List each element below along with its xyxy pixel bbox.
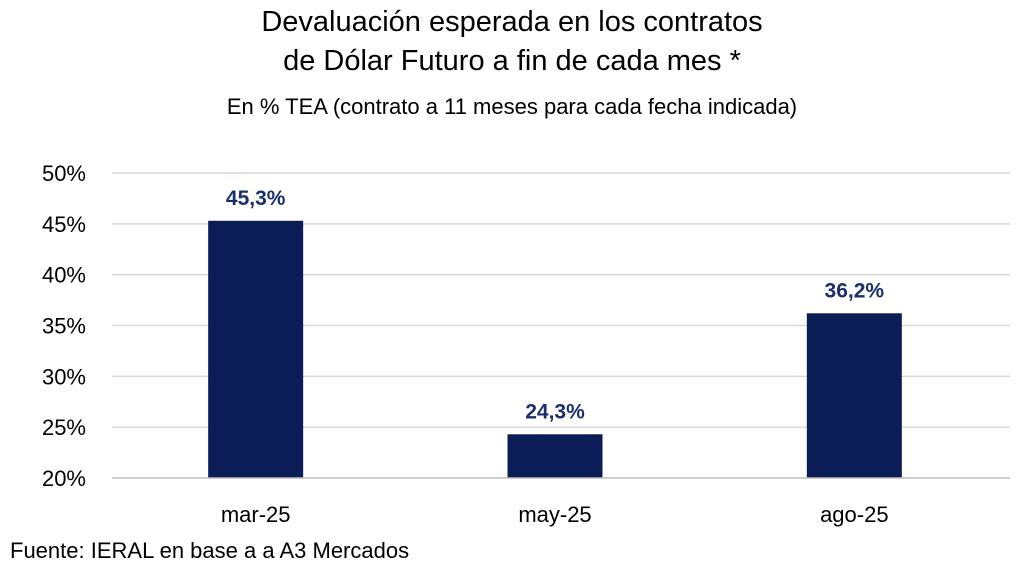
x-tick-label: mar-25 (221, 502, 291, 527)
y-tick-label: 20% (42, 466, 86, 491)
data-label: 45,3% (226, 187, 286, 210)
chart-title-line-2: de Dólar Futuro a fin de cada mes * (283, 45, 741, 77)
bar (208, 220, 304, 479)
source-note: Fuente: IERAL en base a a A3 Mercados (10, 538, 410, 563)
chart-title-line-1: Devaluación esperada en los contratos (261, 6, 763, 38)
y-tick-label: 40% (42, 263, 86, 288)
y-tick-label: 30% (42, 364, 86, 389)
chart-subtitle: En % TEA (contrato a 11 meses para cada … (226, 94, 798, 119)
y-tick-label: 25% (42, 415, 86, 440)
y-tick-label: 45% (42, 212, 86, 237)
y-tick-label: 35% (42, 314, 86, 339)
y-tick-label: 50% (42, 161, 86, 186)
data-label: 24,3% (525, 400, 585, 423)
bar (806, 313, 902, 478)
x-tick-label: ago-25 (820, 502, 889, 527)
x-tick-label: may-25 (518, 502, 591, 527)
data-label: 36,2% (825, 279, 885, 302)
bar (507, 434, 603, 478)
